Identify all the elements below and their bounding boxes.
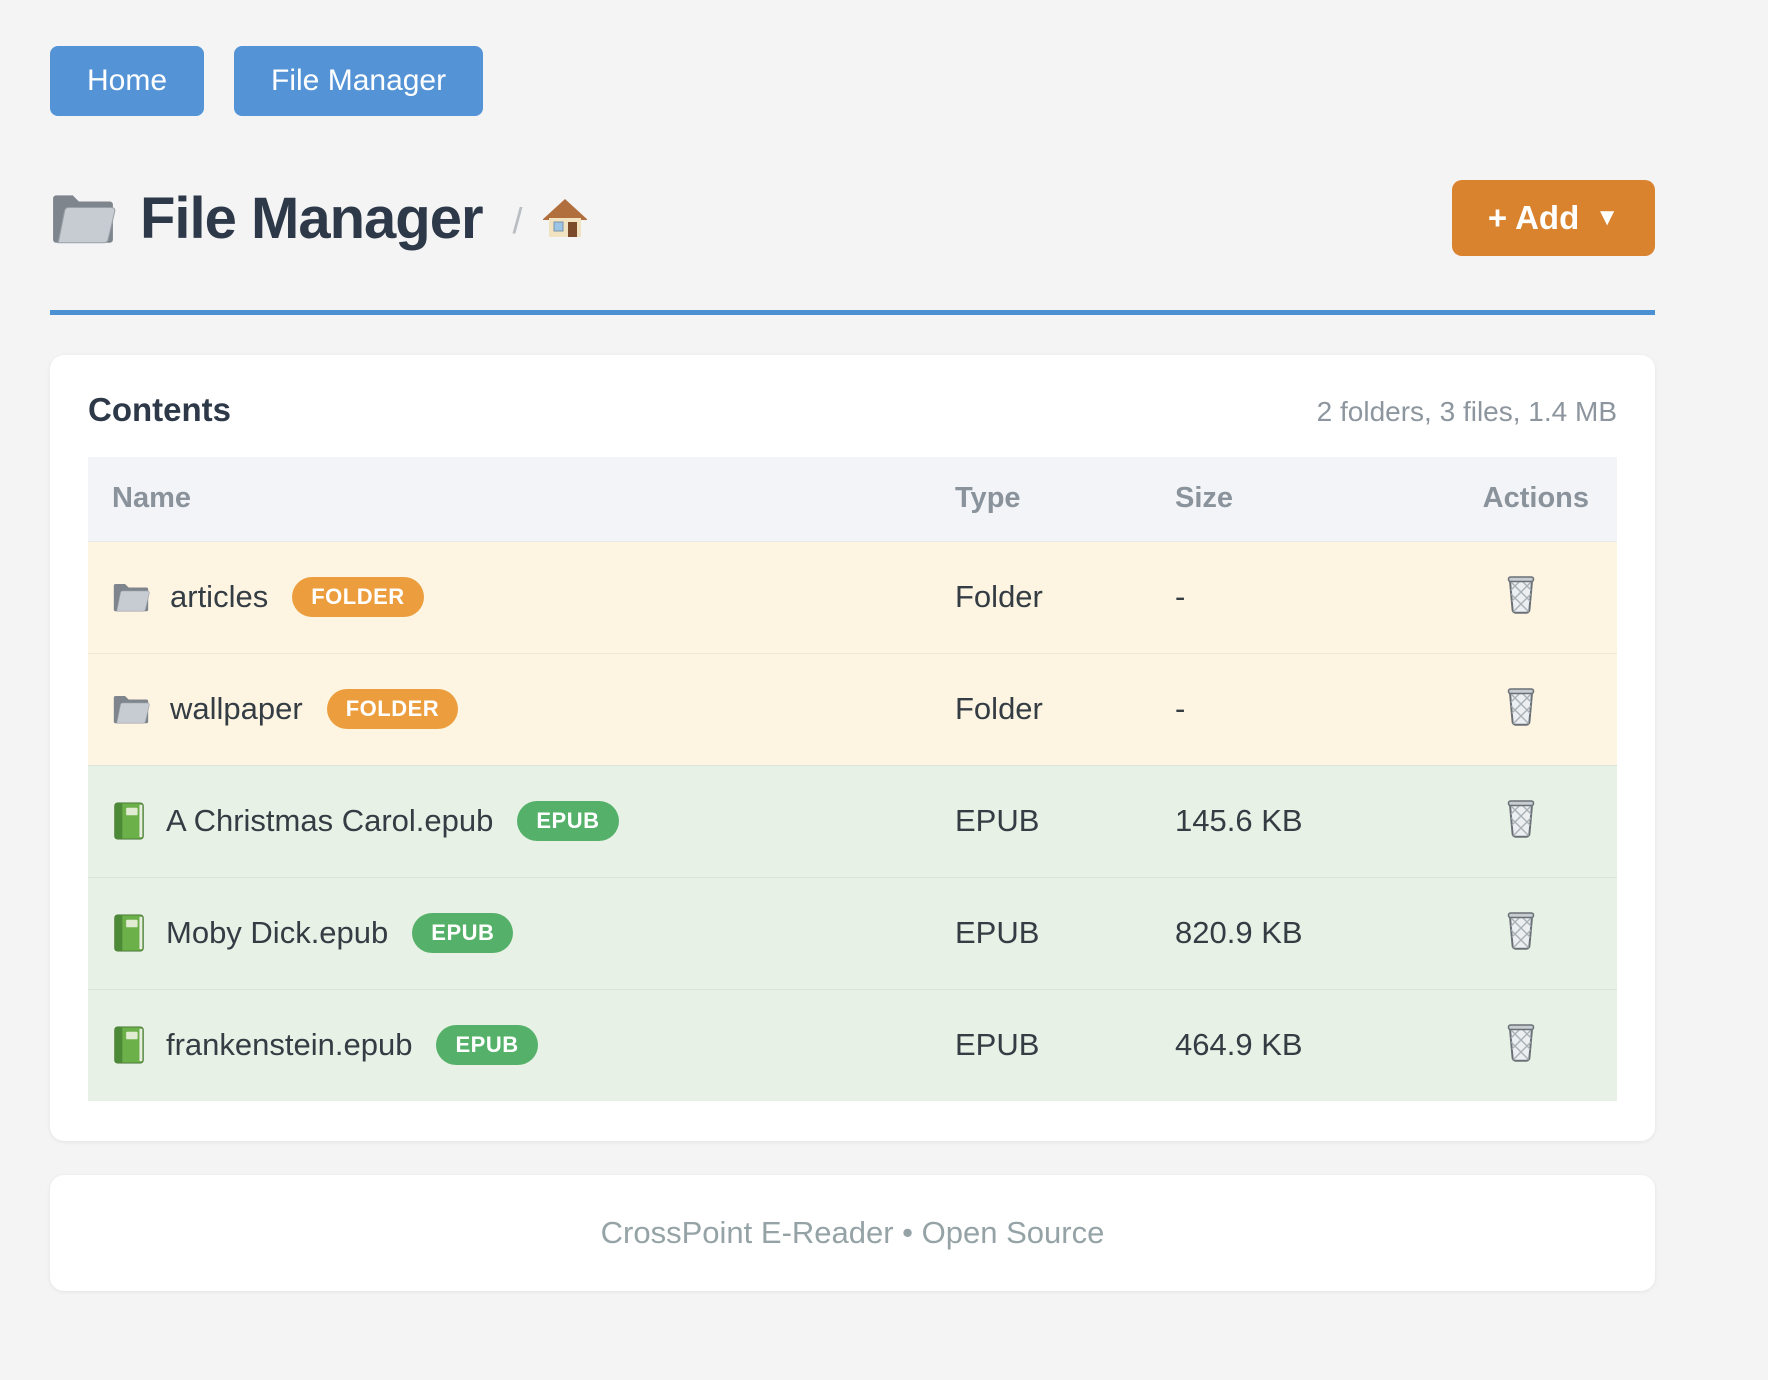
file-size: 820.9 KB bbox=[1175, 876, 1430, 989]
file-size: - bbox=[1175, 652, 1430, 765]
type-badge: EPUB bbox=[436, 1025, 538, 1066]
book-icon bbox=[112, 802, 146, 840]
file-name[interactable]: wallpaper bbox=[170, 691, 303, 726]
table-row: frankenstein.epub EPUB EPUB 464.9 KB bbox=[88, 988, 1617, 1101]
delete-button[interactable] bbox=[1503, 572, 1539, 617]
footer-text: CrossPoint E-Reader • Open Source bbox=[600, 1215, 1105, 1250]
delete-button[interactable] bbox=[1503, 1020, 1539, 1065]
header-divider bbox=[50, 310, 1655, 315]
add-button[interactable]: + Add ▼ bbox=[1451, 180, 1655, 256]
caret-down-icon: ▼ bbox=[1595, 204, 1619, 231]
contents-card-header: Contents 2 folders, 3 files, 1.4 MB bbox=[88, 391, 1617, 429]
book-icon bbox=[112, 914, 146, 952]
top-nav: Home File Manager bbox=[50, 0, 1655, 116]
delete-button[interactable] bbox=[1503, 796, 1539, 841]
file-table-body: articles FOLDER Folder - bbox=[88, 541, 1617, 1101]
contents-card: Contents 2 folders, 3 files, 1.4 MB Name… bbox=[50, 355, 1655, 1141]
folder-icon bbox=[50, 190, 116, 246]
column-header-size: Size bbox=[1175, 457, 1430, 542]
file-type: EPUB bbox=[955, 876, 1175, 989]
book-icon bbox=[112, 1026, 146, 1064]
folder-icon bbox=[112, 693, 150, 725]
file-type: EPUB bbox=[955, 764, 1175, 877]
table-row: A Christmas Carol.epub EPUB EPUB 145.6 K… bbox=[88, 764, 1617, 877]
file-size: - bbox=[1175, 579, 1186, 614]
file-name[interactable]: Moby Dick.epub bbox=[166, 915, 389, 950]
type-badge: EPUB bbox=[517, 800, 619, 842]
file-name[interactable]: frankenstein.epub bbox=[166, 1027, 413, 1063]
contents-heading: Contents bbox=[88, 391, 231, 428]
column-header-type: Type bbox=[955, 457, 1175, 542]
contents-summary: 2 folders, 3 files, 1.4 MB bbox=[1316, 396, 1617, 427]
table-row: wallpaper FOLDER Folder - bbox=[88, 652, 1617, 765]
type-badge: EPUB bbox=[412, 912, 514, 954]
file-name[interactable]: articles bbox=[170, 579, 269, 614]
file-type: EPUB bbox=[955, 988, 1175, 1101]
folder-icon bbox=[112, 581, 150, 613]
footer: CrossPoint E-Reader • Open Source bbox=[50, 1175, 1655, 1291]
file-table: Name Type Size Actions bbox=[88, 457, 1617, 1101]
type-badge: FOLDER bbox=[326, 688, 459, 730]
file-manager-button[interactable]: File Manager bbox=[234, 46, 484, 116]
table-header-row: Name Type Size Actions bbox=[88, 457, 1617, 542]
file-type: Folder bbox=[955, 579, 1043, 614]
delete-button[interactable] bbox=[1503, 908, 1539, 953]
table-row: Moby Dick.epub EPUB EPUB 820.9 KB bbox=[88, 876, 1617, 989]
page-title: File Manager bbox=[140, 185, 484, 251]
table-row: articles FOLDER Folder - bbox=[88, 541, 1617, 653]
title-group: File Manager / bbox=[50, 185, 587, 252]
file-type: Folder bbox=[955, 652, 1175, 765]
file-size: 145.6 KB bbox=[1175, 764, 1430, 877]
page-header: File Manager / + Add ▼ bbox=[50, 180, 1655, 256]
breadcrumb-separator: / bbox=[512, 200, 523, 241]
file-size: 464.9 KB bbox=[1175, 988, 1430, 1101]
column-header-actions: Actions bbox=[1430, 457, 1617, 542]
column-header-name: Name bbox=[88, 457, 955, 542]
home-button[interactable]: Home bbox=[50, 46, 205, 116]
add-button-label: + Add bbox=[1487, 199, 1580, 236]
delete-button[interactable] bbox=[1503, 684, 1539, 729]
type-badge: FOLDER bbox=[292, 576, 424, 618]
file-name[interactable]: A Christmas Carol.epub bbox=[166, 803, 494, 838]
home-icon[interactable] bbox=[542, 197, 587, 239]
page-container: Home File Manager File Manager / bbox=[50, 0, 1655, 1291]
